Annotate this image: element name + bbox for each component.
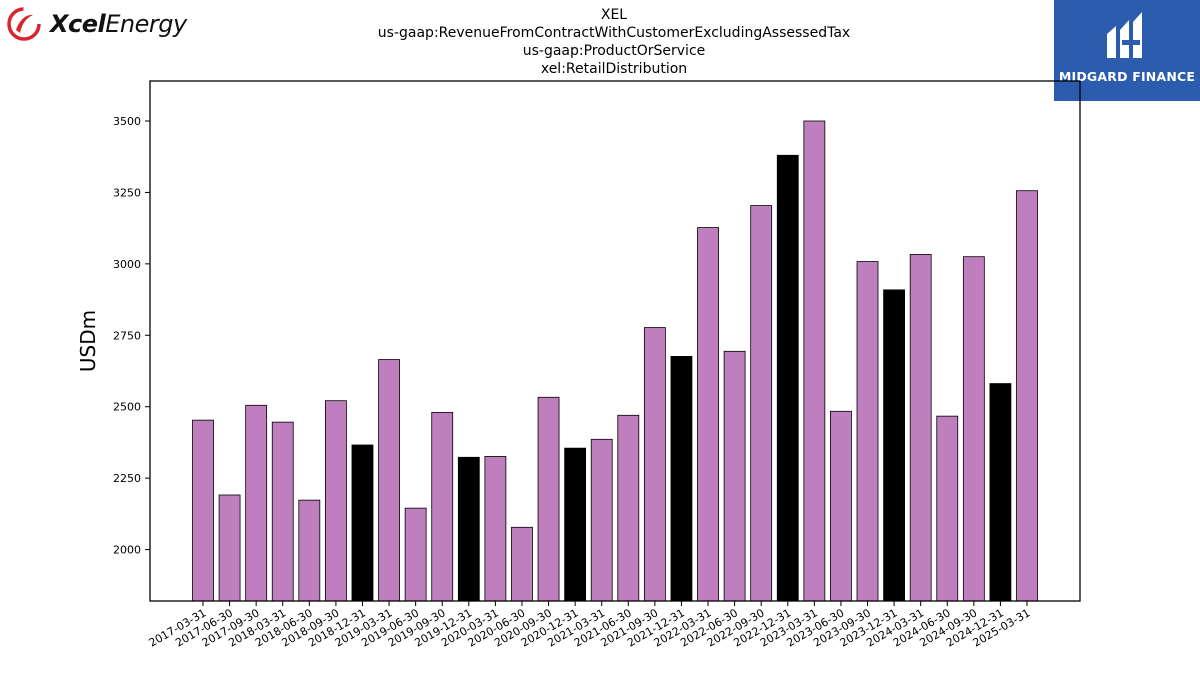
bar-2022-12-31 — [776, 154, 799, 602]
xcel-brand-name: XcelEnergy — [50, 10, 187, 38]
title-line-axis: us-gaap:ProductOrService — [522, 43, 706, 59]
bars-layer — [192, 120, 1038, 602]
title-line-ticker: XEL — [600, 7, 628, 23]
y-tick-label: 3500 — [113, 115, 141, 128]
bar-2020-09-30 — [537, 396, 560, 602]
y-tick-label: 2750 — [113, 329, 141, 342]
chart-title: XEL us-gaap:RevenueFromContractWithCusto… — [0, 6, 1200, 78]
bar-2020-03-31 — [484, 456, 507, 602]
bar-2022-09-30 — [750, 205, 773, 602]
y-tick-label: 2500 — [113, 401, 141, 414]
bar-2024-12-31 — [989, 383, 1012, 602]
x-axis: 2017-03-312017-06-302017-09-302018-03-31… — [147, 601, 1033, 650]
y-tick-label: 2250 — [113, 472, 141, 485]
bar-2020-12-31 — [564, 447, 587, 602]
bar-2018-12-31 — [351, 444, 374, 602]
bar-2023-03-31 — [803, 120, 826, 602]
bar-2017-09-30 — [245, 404, 268, 602]
y-axis: 2000 2250 2500 2750 3000 3250 3500 — [113, 115, 150, 557]
bar-2018-09-30 — [324, 400, 347, 602]
bar-2017-03-31 — [192, 419, 214, 602]
y-tick-label: 2000 — [113, 544, 141, 557]
bar-2024-06-30 — [936, 415, 959, 602]
bar-2021-03-31 — [590, 438, 613, 602]
xcel-swirl-icon — [7, 7, 41, 41]
bar-2021-12-31 — [670, 356, 693, 602]
bar-2023-12-31 — [883, 289, 905, 602]
bar-2018-06-30 — [298, 499, 321, 602]
bar-2024-09-30 — [962, 256, 985, 602]
xcel-energy-logo: XcelEnergy — [6, 4, 187, 44]
bar-2024-03-31 — [909, 254, 932, 602]
bar-2019-06-30 — [404, 507, 427, 602]
bar-2022-03-31 — [697, 227, 719, 602]
title-line-concept: us-gaap:RevenueFromContractWithCustomerE… — [377, 25, 851, 41]
bar-2021-09-30 — [643, 327, 666, 602]
bar-2022-06-30 — [723, 350, 746, 602]
midgard-finance-logo: MIDGARD FINANCE — [1054, 0, 1200, 101]
bar-2017-06-30 — [218, 494, 241, 602]
midgard-monogram-icon — [1107, 12, 1142, 58]
y-axis-label: USDm — [76, 310, 100, 372]
bar-2019-09-30 — [431, 412, 454, 602]
midgard-brand-name: MIDGARD FINANCE — [1058, 69, 1196, 84]
y-tick-label: 3000 — [113, 258, 141, 271]
bar-2019-12-31 — [457, 456, 480, 602]
bar-2020-06-30 — [511, 526, 533, 602]
y-tick-label: 3250 — [113, 186, 141, 199]
plot-frame — [149, 80, 1081, 602]
bar-2023-06-30 — [830, 410, 852, 602]
title-line-member: xel:RetailDistribution — [540, 61, 688, 77]
bar-2021-06-30 — [617, 414, 640, 602]
bar-2023-09-30 — [856, 261, 879, 602]
bar-2025-03-31 — [1016, 190, 1038, 602]
bar-2018-03-31 — [271, 421, 294, 602]
bar-2019-03-31 — [378, 359, 400, 602]
